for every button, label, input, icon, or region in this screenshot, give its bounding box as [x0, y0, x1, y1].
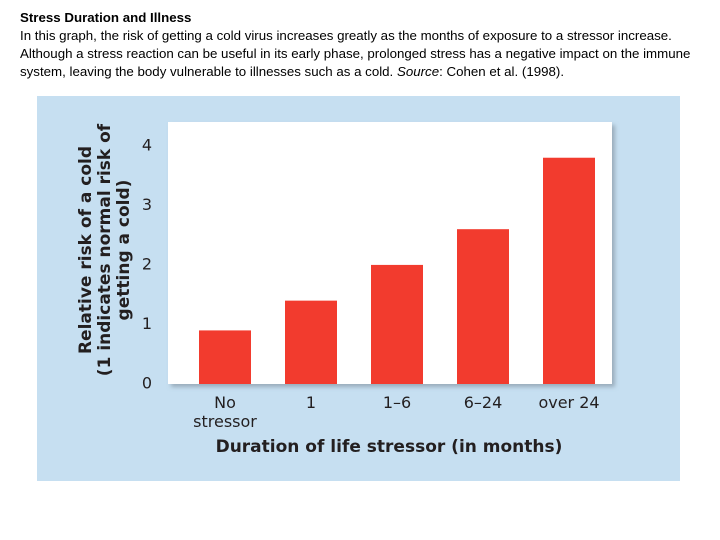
caption-title: Stress Duration and Illness: [20, 10, 192, 25]
source-text: : Cohen et al. (1998).: [439, 64, 565, 79]
bar: [285, 300, 337, 384]
bar: [371, 264, 423, 384]
y-axis-label: Relative risk of a cold(1 indicates norm…: [76, 123, 134, 376]
x-tick-label: over 24: [538, 393, 600, 412]
y-tick-label: 4: [142, 135, 152, 154]
bar: [457, 229, 509, 384]
x-tick-label: 6–24: [463, 393, 503, 412]
y-axis-label-line: Relative risk of a cold: [76, 146, 96, 354]
bar: [199, 330, 251, 384]
y-axis-label-line: (1 indicates normal risk of: [95, 123, 115, 376]
x-axis-label: Duration of life stressor (in months): [216, 437, 563, 457]
y-tick-label: 3: [142, 195, 152, 214]
x-tick-label: 1: [305, 393, 317, 412]
y-tick-label: 2: [142, 254, 152, 273]
caption-text: In this graph, the risk of getting a col…: [20, 28, 691, 79]
source-label: Source: [396, 64, 440, 79]
caption: Stress Duration and Illness In this grap…: [20, 9, 710, 81]
y-axis-label-line: getting a cold): [114, 180, 134, 321]
bar: [543, 157, 595, 384]
y-tick-label: 0: [142, 374, 152, 393]
y-tick-label: 1: [142, 314, 152, 333]
x-tick-label: 1–6: [382, 393, 412, 412]
x-tick-label: No stressor: [193, 393, 257, 431]
